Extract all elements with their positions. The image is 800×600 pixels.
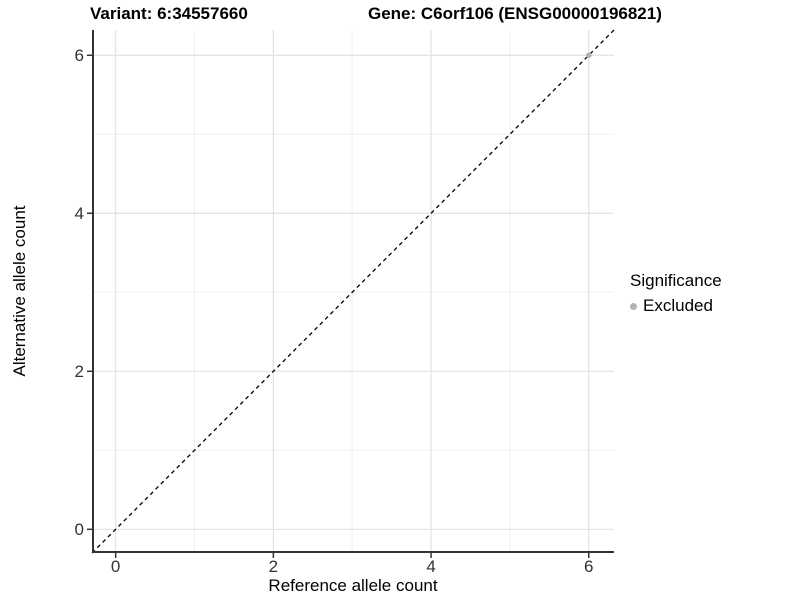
x-axis-title: Reference allele count	[268, 576, 438, 595]
x-tick-label: 0	[110, 557, 121, 576]
legend: Significance Excluded	[630, 271, 722, 316]
y-tick-label: 4	[74, 204, 84, 224]
x-tick-label: 2	[268, 557, 279, 576]
y-tick-label: 6	[74, 46, 84, 66]
y-tick-label: 0	[74, 520, 84, 540]
y-axis-title: Alternative allele count	[10, 205, 29, 377]
data-point	[585, 52, 592, 59]
legend-item-excluded: Excluded	[630, 296, 722, 316]
variant-title: Variant: 6:34557660	[90, 4, 248, 23]
x-tick-label: 6	[584, 557, 594, 576]
excluded-point-icon	[630, 302, 637, 310]
gene-title: Gene: C6orf106 (ENSG00000196821)	[368, 4, 662, 23]
legend-title: Significance	[630, 271, 722, 290]
x-tick-label: 4	[426, 557, 436, 576]
legend-item-label: Excluded	[643, 296, 713, 315]
y-tick-label: 2	[74, 362, 84, 382]
